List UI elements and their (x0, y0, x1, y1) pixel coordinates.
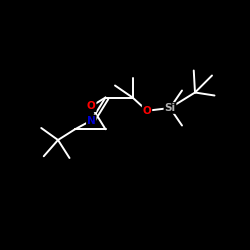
Text: N: N (87, 116, 96, 126)
Text: Si: Si (164, 103, 175, 113)
Text: O: O (142, 106, 152, 116)
Text: O: O (87, 101, 96, 111)
